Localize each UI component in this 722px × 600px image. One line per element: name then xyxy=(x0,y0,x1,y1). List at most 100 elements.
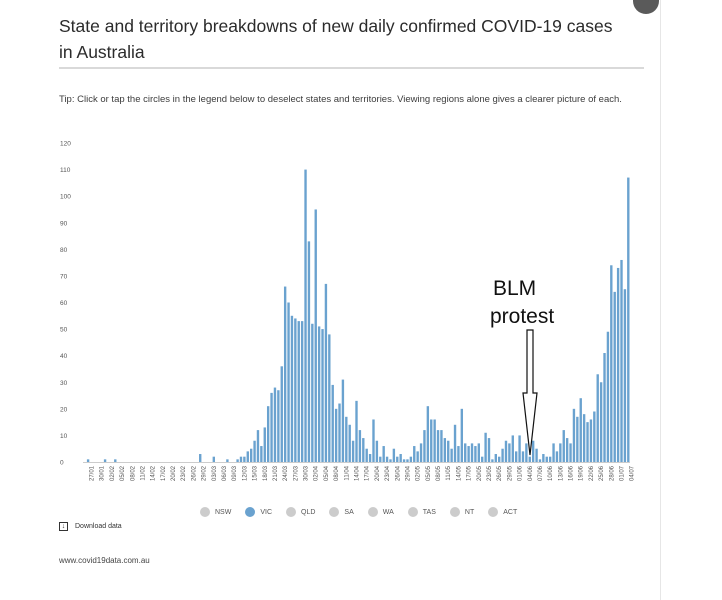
title-divider xyxy=(59,67,644,69)
x-tick-label: 17/02 xyxy=(161,465,167,481)
x-tick-label: 29/04 xyxy=(405,465,411,481)
bar xyxy=(379,456,382,462)
bar xyxy=(290,315,294,462)
bar xyxy=(487,438,491,462)
bar xyxy=(613,291,616,462)
bar xyxy=(419,443,423,462)
bar xyxy=(504,440,508,462)
y-tick-label: 100 xyxy=(60,194,71,201)
bar xyxy=(508,443,511,462)
bar xyxy=(545,456,548,462)
legend-item-nsw[interactable]: NSW xyxy=(200,507,231,517)
bar xyxy=(351,440,355,462)
bar xyxy=(572,408,576,462)
bar xyxy=(368,454,372,462)
bar-chart: 0 10 20 30 40 50 60 70 80 90 100 110 120 27/01 30/01 02… xyxy=(60,141,636,482)
bar xyxy=(273,387,277,462)
x-tick-label: 22/06 xyxy=(589,465,595,481)
x-tick-label: 18/03 xyxy=(263,465,269,481)
legend-item-wa[interactable]: WA xyxy=(367,507,394,517)
legend-item-act[interactable]: ACT xyxy=(488,507,517,517)
corner-badge[interactable] xyxy=(633,0,659,14)
legend-dot[interactable] xyxy=(286,507,297,517)
bar xyxy=(535,448,538,462)
x-tick-label: 02/04 xyxy=(314,465,320,481)
bar xyxy=(392,448,396,462)
bar xyxy=(559,443,562,462)
x-tick-label: 28/06 xyxy=(609,465,615,481)
bar xyxy=(300,321,304,462)
x-tick-label: 17/04 xyxy=(365,465,371,481)
bar xyxy=(385,456,389,462)
legend: NSW VIC QLD SA WA TAS NT ACT xyxy=(200,505,531,519)
bar xyxy=(263,427,266,462)
legend-dot[interactable] xyxy=(200,507,210,517)
x-tick-label: 05/04 xyxy=(324,465,330,481)
bar xyxy=(623,289,627,462)
bar xyxy=(345,416,348,462)
bar xyxy=(521,451,525,462)
bar xyxy=(311,323,314,462)
legend-dot[interactable] xyxy=(329,507,340,517)
legend-dot[interactable] xyxy=(245,507,256,517)
bar xyxy=(409,456,413,462)
legend-label: VIC xyxy=(260,508,273,516)
x-tick-label: 14/05 xyxy=(456,465,462,481)
bar xyxy=(589,419,593,462)
bar xyxy=(555,451,559,462)
legend-item-tas[interactable]: TAS xyxy=(407,507,436,517)
y-tick-label: 10 xyxy=(60,433,68,440)
x-tick-label: 07/06 xyxy=(538,465,544,481)
bar xyxy=(474,446,477,462)
bar xyxy=(389,459,392,462)
page-title: State and territory breakdowns of new da… xyxy=(59,16,613,62)
y-tick-label: 110 xyxy=(60,167,71,174)
x-tick-label: 21/03 xyxy=(273,465,279,481)
bar xyxy=(324,283,328,462)
x-tick-label: 15/03 xyxy=(253,465,259,481)
legend-dot[interactable] xyxy=(488,507,499,517)
bar xyxy=(328,334,331,462)
bar xyxy=(423,430,426,462)
download-icon: ↓ xyxy=(59,522,68,531)
source-link[interactable]: www.covid19data.com.au xyxy=(59,556,150,565)
legend-dot[interactable] xyxy=(449,507,460,517)
bar xyxy=(498,456,501,462)
bar xyxy=(114,459,117,462)
legend-item-qld[interactable]: QLD xyxy=(286,507,315,517)
x-tick-label: 25/06 xyxy=(599,465,605,481)
bar xyxy=(348,424,351,462)
bar xyxy=(477,443,480,462)
bar xyxy=(253,440,256,462)
legend-label: QLD xyxy=(301,508,316,516)
bar xyxy=(314,209,317,462)
x-tick-label: 16/06 xyxy=(569,465,575,481)
bar xyxy=(453,424,457,462)
bar xyxy=(334,408,338,462)
legend-dot[interactable] xyxy=(407,507,418,517)
annotation-protest: protest xyxy=(490,305,554,328)
bar xyxy=(355,400,358,462)
x-tick-label: 20/02 xyxy=(171,465,177,481)
y-tick-label: 90 xyxy=(60,220,68,227)
legend-label: TAS xyxy=(422,508,436,516)
bar xyxy=(565,438,569,462)
legend-item-sa[interactable]: SA xyxy=(329,507,354,517)
annotation-blm: BLM xyxy=(493,277,536,300)
bar xyxy=(467,446,470,462)
bar xyxy=(531,440,535,462)
bar xyxy=(321,329,324,462)
bar xyxy=(406,459,409,462)
bar xyxy=(569,443,572,462)
y-tick-label: 40 xyxy=(60,353,68,360)
legend-item-nt[interactable]: NT xyxy=(449,507,474,517)
bar xyxy=(501,448,504,462)
x-tick-label: 08/05 xyxy=(436,465,442,481)
download-data-label: Download data xyxy=(75,523,122,530)
legend-dot[interactable] xyxy=(367,507,378,517)
download-data-button[interactable]: ↓ Download data xyxy=(59,522,122,531)
y-tick-label: 120 xyxy=(60,141,71,148)
x-tick-label: 14/02 xyxy=(151,465,157,481)
legend-item-vic[interactable]: VIC xyxy=(245,507,272,517)
bar xyxy=(582,414,586,462)
